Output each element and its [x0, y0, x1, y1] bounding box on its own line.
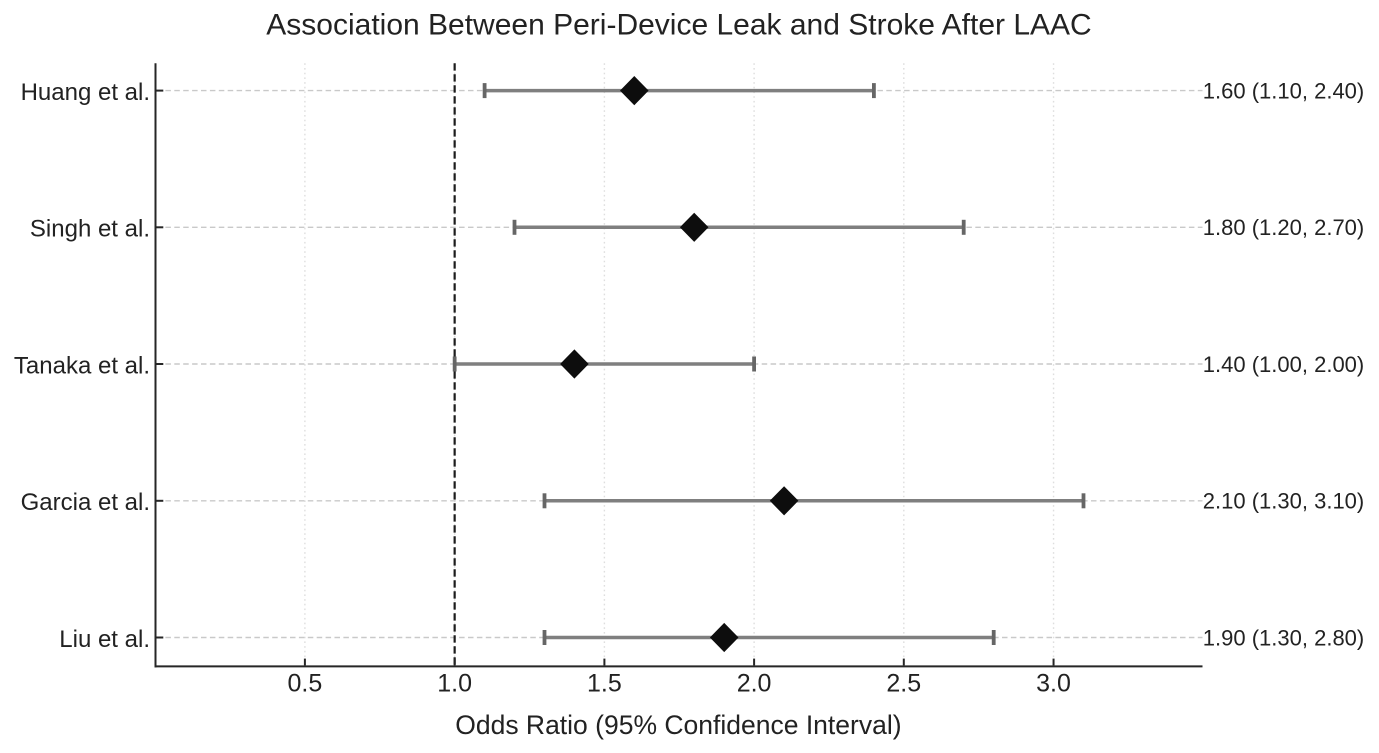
svg-text:Huang et al.: Huang et al. — [21, 79, 150, 106]
svg-text:2.0: 2.0 — [737, 670, 772, 698]
svg-text:Tanaka et al.: Tanaka et al. — [14, 352, 150, 379]
svg-text:1.0: 1.0 — [437, 670, 472, 698]
svg-text:1.80 (1.20, 2.70): 1.80 (1.20, 2.70) — [1203, 215, 1364, 240]
svg-text:1.60 (1.10, 2.40): 1.60 (1.10, 2.40) — [1203, 79, 1364, 104]
svg-text:2.5: 2.5 — [886, 670, 921, 698]
svg-text:Liu et al.: Liu et al. — [59, 626, 150, 653]
svg-text:2.10 (1.30, 3.10): 2.10 (1.30, 3.10) — [1203, 489, 1364, 514]
svg-text:1.5: 1.5 — [587, 670, 622, 698]
svg-text:3.0: 3.0 — [1036, 670, 1071, 698]
svg-text:0.5: 0.5 — [288, 670, 323, 698]
svg-text:1.90 (1.30, 2.80): 1.90 (1.30, 2.80) — [1203, 625, 1364, 650]
svg-text:1.40 (1.00, 2.00): 1.40 (1.00, 2.00) — [1203, 352, 1364, 377]
svg-text:Singh et al.: Singh et al. — [30, 216, 150, 243]
svg-text:Association Between Peri-Devic: Association Between Peri-Device Leak and… — [266, 9, 1091, 42]
svg-text:Garcia et al.: Garcia et al. — [21, 489, 150, 516]
svg-text:Odds Ratio (95% Confidence Int: Odds Ratio (95% Confidence Interval) — [455, 710, 901, 740]
